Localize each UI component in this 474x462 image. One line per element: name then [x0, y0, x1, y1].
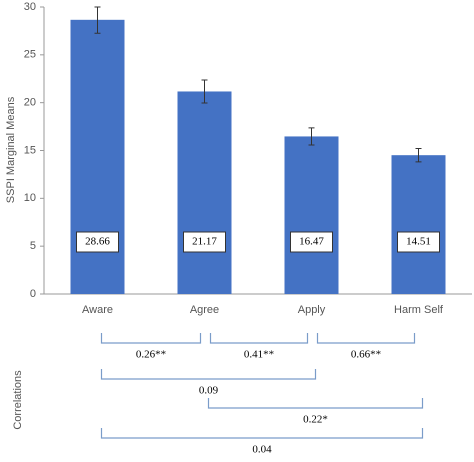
error-bar — [201, 79, 208, 104]
correlation-label: 0.26** — [136, 349, 166, 361]
x-tick-label: Agree — [190, 304, 219, 316]
correlation-label: 0.09 — [199, 385, 219, 397]
error-bar — [94, 6, 101, 34]
bar — [391, 155, 446, 294]
error-bar — [415, 147, 422, 163]
bracket — [207, 398, 424, 409]
correlations-label: Correlations — [12, 370, 24, 430]
y-axis-label: SSPI Marginal Means — [5, 96, 17, 203]
x-tick-label: Apply — [298, 304, 326, 316]
bracket — [100, 333, 202, 344]
value-label: 16.47 — [299, 236, 324, 248]
value-label-box — [397, 231, 440, 253]
value-label: 21.17 — [192, 236, 217, 248]
bracket — [209, 333, 309, 344]
bracket — [316, 333, 416, 344]
correlation-label: 0.41** — [244, 349, 274, 361]
x-tick-label: Aware — [82, 304, 113, 316]
y-tick-label: 15 — [24, 144, 36, 156]
value-label: 28.66 — [85, 236, 110, 248]
correlation-label: 0.66** — [351, 349, 381, 361]
value-label-box — [76, 231, 119, 253]
bracket — [100, 369, 317, 380]
y-tick-label: 10 — [24, 192, 36, 204]
x-tick-label: Harm Self — [394, 304, 444, 316]
bracket — [100, 428, 424, 439]
value-label-box — [183, 231, 226, 253]
y-tick-label: 5 — [30, 240, 36, 252]
correlation-label: 0.22* — [303, 414, 328, 426]
bar — [70, 19, 125, 294]
y-tick-label: 30 — [24, 1, 36, 13]
y-tick-label: 0 — [30, 288, 36, 300]
value-label: 14.51 — [406, 236, 431, 248]
correlation-label: 0.04 — [252, 444, 272, 456]
bar — [177, 91, 232, 294]
error-bar — [308, 127, 315, 146]
y-tick-label: 20 — [24, 97, 36, 109]
y-tick-label: 25 — [24, 49, 36, 61]
value-label-box — [290, 231, 333, 253]
bar — [284, 136, 339, 294]
